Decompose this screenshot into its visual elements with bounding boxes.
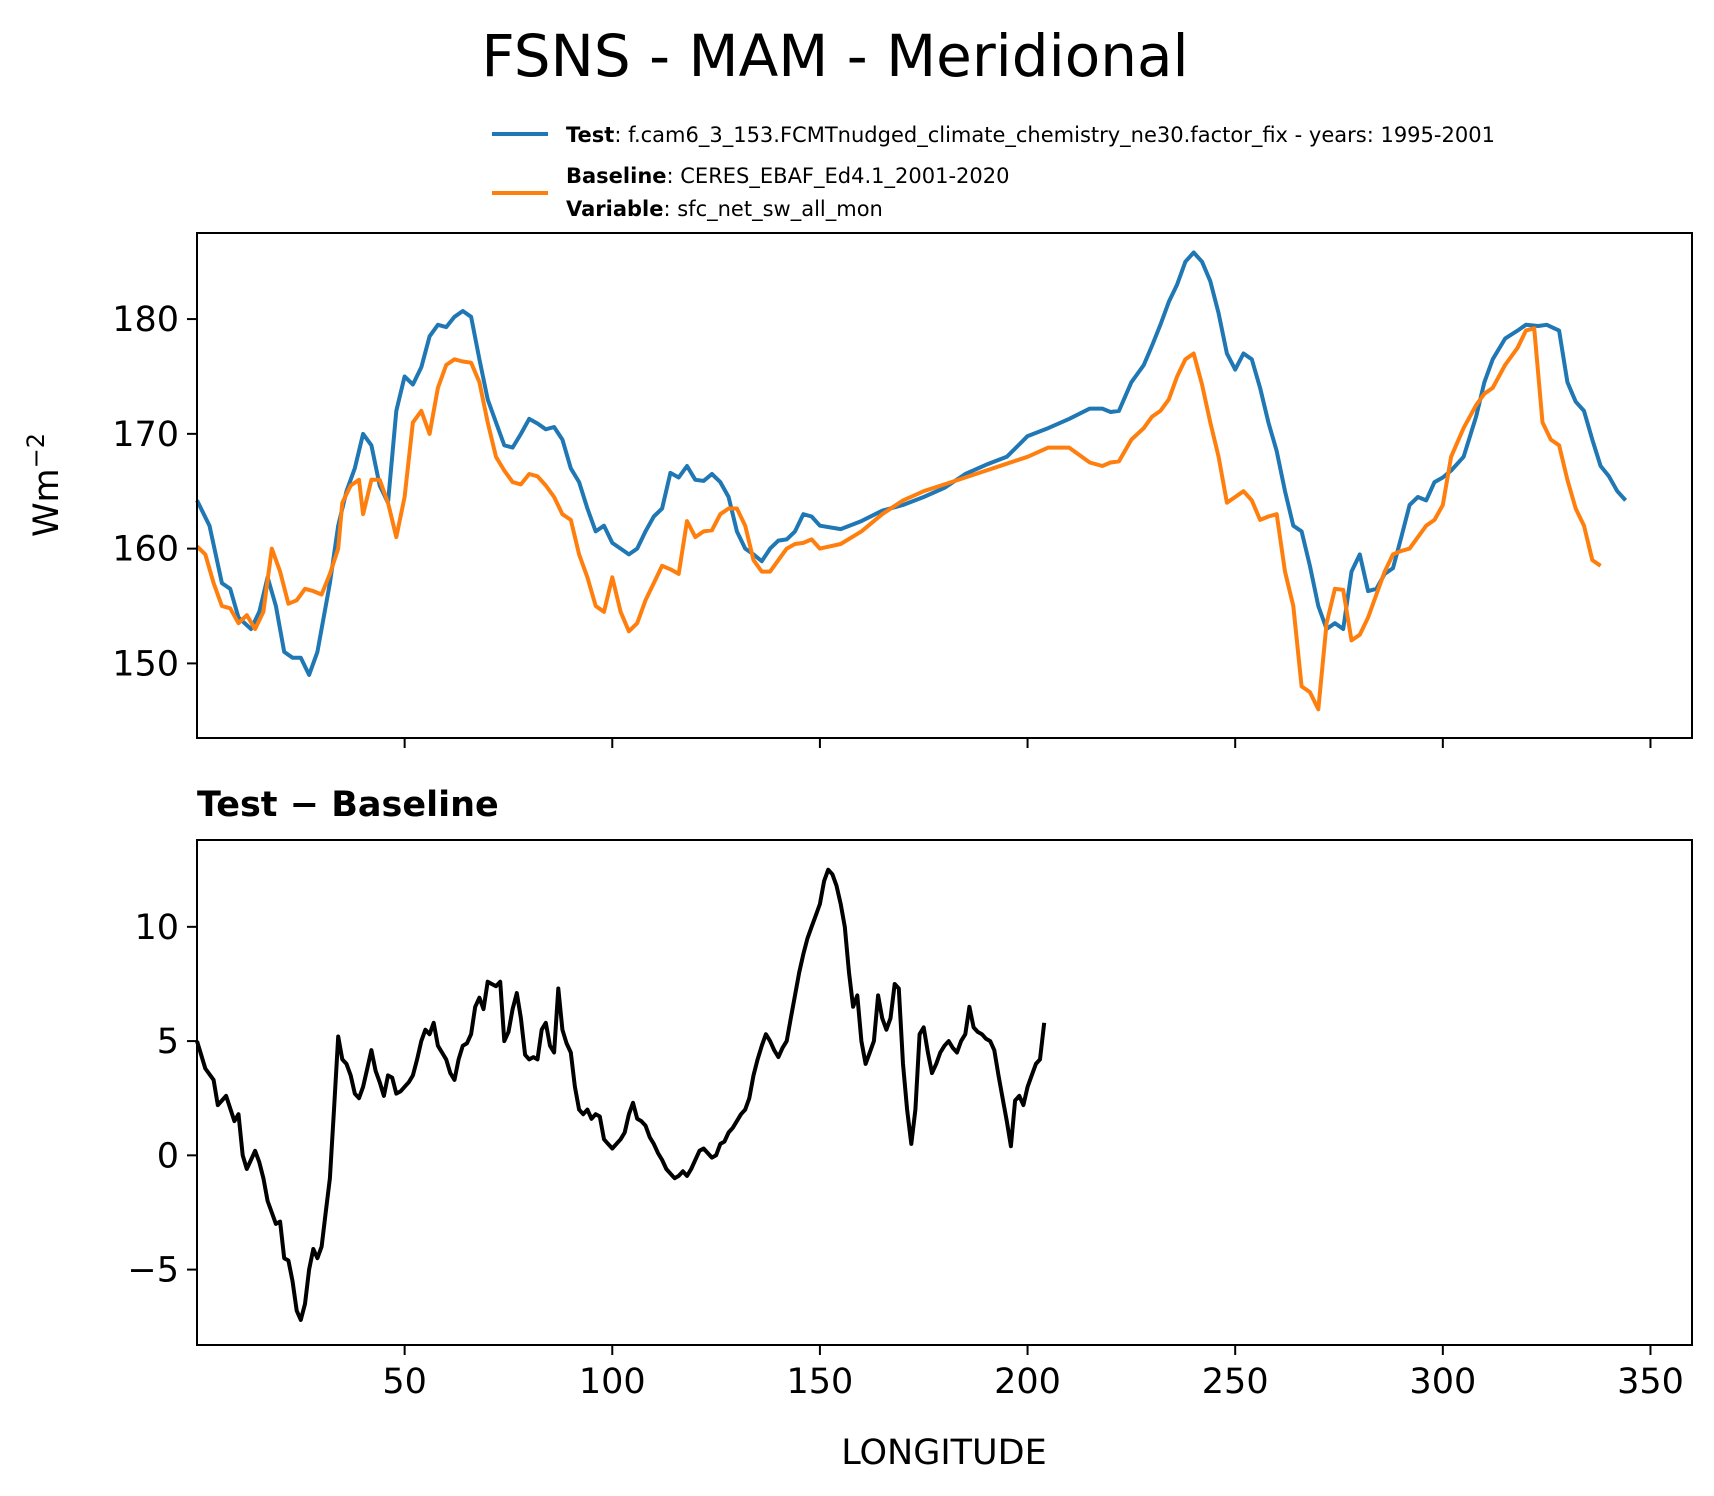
figure-title: FSNS - MAM - Meridional xyxy=(481,22,1188,90)
bottom-axes-frame xyxy=(196,839,1693,1346)
top-ytick-label: 180 xyxy=(112,300,179,340)
bottom-xtick-label: 150 xyxy=(787,1362,854,1402)
top-panel: 150 160 170 180 Wm−2 xyxy=(22,232,1693,748)
legend-variable-entry: Variable: sfc_net_sw_all_mon xyxy=(566,197,883,222)
top-series-baseline-line xyxy=(195,326,1602,712)
bottom-series-test-baseline-line xyxy=(195,867,1047,1322)
top-ytick-label: 150 xyxy=(112,644,179,684)
bottom-ytick-label: 5 xyxy=(157,1022,179,1062)
bottom-xtick-label: 300 xyxy=(1409,1362,1476,1402)
top-ylabel-sup: −2 xyxy=(22,433,50,468)
top-ylabel-base: Wm xyxy=(27,468,67,537)
bottom-xtick-label: 350 xyxy=(1617,1362,1684,1402)
legend-test-entry: Test: f.cam6_3_153.FCMTnudged_climate_ch… xyxy=(566,123,1495,148)
bottom-panel: Test − Baseline −5 0 5 10 50 100 150 200 250 300 3… xyxy=(127,785,1693,1473)
legend-variable-value: : sfc_net_sw_all_mon xyxy=(663,197,882,222)
top-ylabel: Wm−2 xyxy=(22,433,67,537)
bottom-ticks: −5 0 5 10 50 100 150 200 250 300 350 xyxy=(127,908,1683,1402)
top-series-test-line xyxy=(195,250,1628,677)
legend-baseline-key: Baseline xyxy=(566,164,667,188)
bottom-xtick-label: 100 xyxy=(579,1362,646,1402)
bottom-panel-title: Test − Baseline xyxy=(197,785,499,825)
bottom-xtick-label: 200 xyxy=(994,1362,1061,1402)
top-series-lines xyxy=(195,250,1628,712)
legend-test-key: Test xyxy=(566,123,614,147)
legend-test-value: : f.cam6_3_153.FCMTnudged_climate_chemis… xyxy=(614,123,1495,148)
bottom-xlabel: LONGITUDE xyxy=(841,1433,1047,1473)
top-ticks: 150 160 170 180 xyxy=(112,300,1652,748)
top-axes-frame xyxy=(196,232,1693,739)
bottom-series-lines xyxy=(195,867,1047,1322)
bottom-xtick-label: 250 xyxy=(1202,1362,1269,1402)
bottom-ytick-label: −5 xyxy=(127,1251,179,1291)
bottom-xtick-label: 50 xyxy=(382,1362,427,1402)
legend: Test: f.cam6_3_153.FCMTnudged_climate_ch… xyxy=(492,123,1495,222)
bottom-ytick-label: 10 xyxy=(134,908,179,948)
bottom-ytick-label: 0 xyxy=(157,1136,179,1176)
legend-baseline-value: : CERES_EBAF_Ed4.1_2001-2020 xyxy=(667,164,1010,189)
legend-variable-key: Variable xyxy=(566,197,663,221)
legend-baseline-entry: Baseline: CERES_EBAF_Ed4.1_2001-2020 xyxy=(566,164,1009,189)
top-ytick-label: 160 xyxy=(112,530,179,570)
top-ytick-label: 170 xyxy=(112,415,179,455)
